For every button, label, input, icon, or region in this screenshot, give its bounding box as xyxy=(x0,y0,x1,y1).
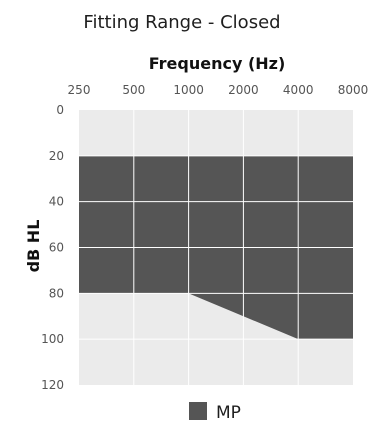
grid-lines xyxy=(79,110,353,385)
y-tick-label: 0 xyxy=(56,103,64,117)
y-tick-labels: 0 20 40 60 80 100 120 xyxy=(41,103,64,392)
x-tick-label: 500 xyxy=(122,83,145,97)
y-axis-label: dB HL xyxy=(24,220,43,273)
y-tick-label: 60 xyxy=(49,241,64,255)
legend-swatch-mp xyxy=(189,402,207,420)
x-tick-label: 4000 xyxy=(283,83,314,97)
y-tick-label: 120 xyxy=(41,378,64,392)
chart-title: Fitting Range - Closed xyxy=(83,12,280,33)
legend-label-mp: MP xyxy=(216,403,241,421)
legend: MP xyxy=(189,402,241,421)
x-tick-label: 8000 xyxy=(338,83,369,97)
y-tick-label: 100 xyxy=(41,332,64,346)
y-tick-label: 80 xyxy=(49,286,64,300)
x-tick-label: 250 xyxy=(68,83,91,97)
y-tick-label: 20 xyxy=(49,149,64,163)
y-tick-label: 40 xyxy=(49,195,64,209)
x-tick-labels: 250 500 1000 2000 4000 8000 xyxy=(68,83,369,97)
x-tick-label: 2000 xyxy=(228,83,259,97)
x-tick-label: 1000 xyxy=(173,83,204,97)
x-axis-label: Frequency (Hz) xyxy=(149,54,286,73)
